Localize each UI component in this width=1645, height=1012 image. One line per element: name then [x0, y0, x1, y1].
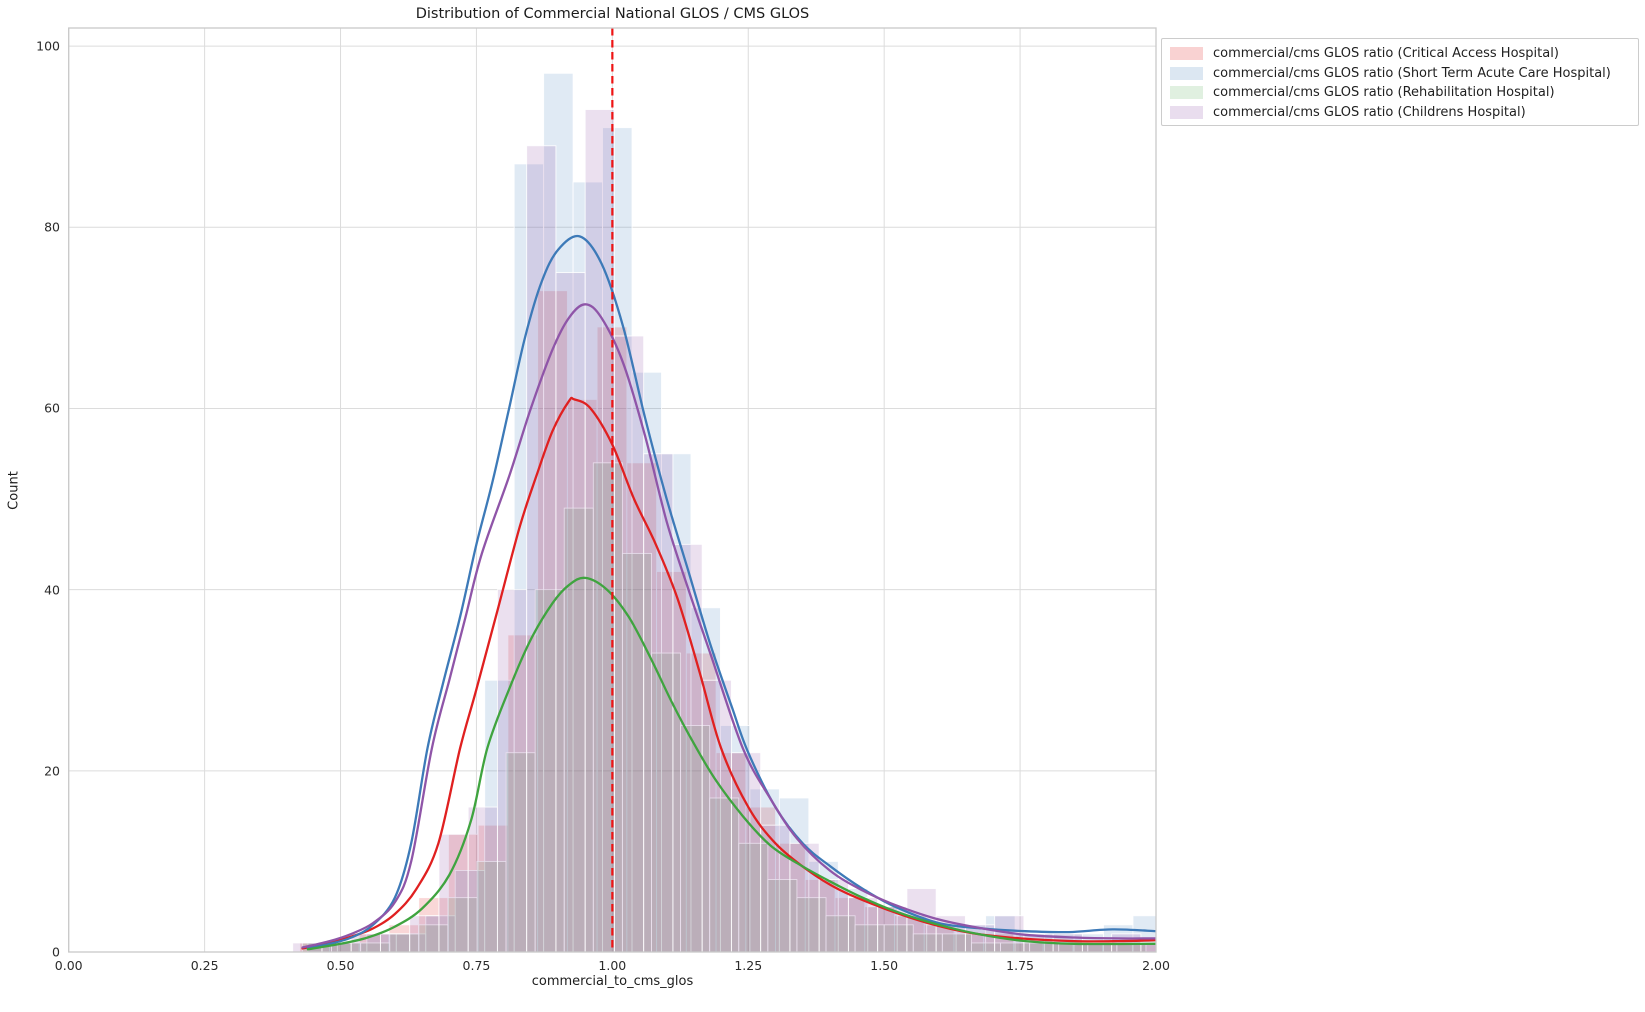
y-tick-label: 40	[44, 582, 60, 598]
histogram-bar-rehabilitation-hospital	[447, 897, 478, 952]
kde-curve-critical-access-hospital	[301, 396, 1157, 950]
histogram-bar-childrens-hospital	[379, 933, 411, 952]
legend-label: commercial/cms GLOS ratio (Short Term Ac…	[1213, 65, 1611, 81]
legend-label: commercial/cms GLOS ratio (Rehabilitatio…	[1213, 85, 1555, 101]
legend: commercial/cms GLOS ratio (Critical Acce…	[1161, 38, 1639, 126]
histogram-bar-childrens-hospital	[584, 109, 615, 952]
x-axis-label: commercial_to_cms_glos	[531, 974, 694, 989]
histogram-bar-childrens-hospital	[818, 879, 849, 952]
histogram-bar-short-term-acute-care-hospital	[602, 127, 633, 952]
legend-item: commercial/cms GLOS ratio (Rehabilitatio…	[1170, 83, 1630, 103]
histogram-bar-rehabilitation-hospital	[767, 879, 798, 952]
legend-swatch-childrens	[1170, 105, 1203, 119]
histogram-bar-short-term-acute-care-hospital	[484, 679, 515, 952]
histogram-bar-short-term-acute-care-hospital	[778, 797, 810, 952]
histogram-bar-short-term-acute-care-hospital	[661, 453, 692, 952]
histogram-bar-childrens-hospital	[847, 897, 879, 952]
histogram-bar-childrens-hospital	[555, 272, 586, 952]
x-tick-label: 2.00	[1142, 958, 1170, 973]
legend-item: commercial/cms GLOS ratio (Critical Acce…	[1170, 44, 1630, 64]
y-tick-label: 20	[44, 763, 60, 779]
legend-swatch-short-term-acute	[1170, 66, 1203, 80]
histogram-bar-childrens-hospital	[701, 679, 732, 952]
x-tick-label: 0.00	[54, 958, 83, 973]
histogram-bar-rehabilitation-hospital	[651, 652, 682, 952]
histogram-bar-short-term-acute-care-hospital	[513, 163, 545, 952]
legend-item: commercial/cms GLOS ratio (Childrens Hos…	[1170, 103, 1630, 123]
y-tick-label: 100	[36, 38, 60, 54]
x-tick-label: 1.25	[734, 958, 763, 973]
histogram-bar-short-term-acute-care-hospital	[572, 181, 604, 952]
legend-label: commercial/cms GLOS ratio (Childrens Hos…	[1213, 104, 1526, 120]
histogram-bar-childrens-hospital	[409, 915, 440, 952]
histogram-bar-rehabilitation-hospital	[592, 462, 623, 952]
x-tick-label: 1.00	[598, 958, 627, 973]
x-tick-label: 0.25	[190, 958, 219, 973]
y-tick-label: 80	[44, 219, 60, 235]
histogram-bar-childrens-hospital	[496, 589, 528, 952]
histogram-bar-critical-access-hospital	[537, 290, 568, 952]
kde-curve-short-term-acute-care-hospital	[306, 234, 1157, 950]
plot-border	[68, 27, 1157, 953]
histogram-bar-rehabilitation-hospital	[476, 860, 507, 952]
legend-swatch-critical-access	[1170, 47, 1203, 61]
histogram-bar-rehabilitation-hospital	[796, 897, 827, 952]
histogram-bar-rehabilitation-hospital	[883, 924, 914, 952]
histogram-bar-critical-access-hospital	[388, 924, 420, 952]
x-tick-label: 0.75	[462, 958, 491, 973]
histogram-bar-childrens-hospital	[438, 833, 469, 952]
histogram-bar-childrens-hospital	[613, 335, 645, 952]
plot-contents	[292, 72, 1157, 952]
y-tick-label: 60	[44, 400, 60, 416]
histogram-bar-short-term-acute-care-hospital	[719, 725, 751, 952]
x-tick-label: 0.50	[326, 958, 355, 973]
legend-label: commercial/cms GLOS ratio (Critical Acce…	[1213, 46, 1559, 62]
kde-curve-childrens-hospital	[301, 303, 1157, 949]
kde-curve-rehabilitation-hospital	[306, 576, 1157, 951]
histogram-bar-childrens-hospital	[467, 806, 498, 952]
histogram-bar-critical-access-hospital	[566, 398, 598, 952]
histogram-bar-rehabilitation-hospital	[563, 507, 594, 952]
legend-item: commercial/cms GLOS ratio (Short Term Ac…	[1170, 64, 1630, 84]
x-tick-label: 1.50	[870, 958, 899, 973]
histogram-bar-critical-access-hospital	[477, 824, 509, 952]
legend-swatch-rehabilitation	[1170, 86, 1203, 100]
histogram-bar-childrens-hospital	[526, 145, 557, 952]
y-tick-labels: 0 20 40 60 80 100	[0, 0, 60, 1012]
x-tick-label: 1.75	[1006, 958, 1034, 973]
histogram-bar-rehabilitation-hospital	[621, 552, 652, 952]
y-tick-label: 0	[52, 944, 60, 960]
histogram-bar-short-term-acute-care-hospital	[631, 371, 662, 952]
histogram-bar-rehabilitation-hospital	[825, 915, 856, 952]
chart-title: Distribution of Commercial National GLOS…	[415, 6, 810, 22]
histogram-bar-rehabilitation-hospital	[709, 797, 740, 952]
